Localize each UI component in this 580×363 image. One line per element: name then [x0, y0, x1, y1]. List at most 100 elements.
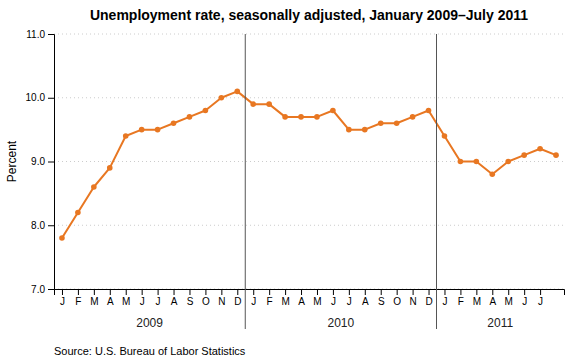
annotation: 2011	[487, 316, 513, 330]
point	[378, 120, 384, 126]
tick-label: M	[122, 296, 130, 307]
point	[123, 133, 129, 139]
tick-label: J	[60, 296, 65, 307]
annotation: 2009	[136, 316, 163, 330]
tick: 9.0	[31, 156, 54, 167]
tick-label: S	[378, 296, 385, 307]
tick-mark	[269, 289, 270, 295]
grid-line	[54, 97, 564, 98]
tick-label: N	[409, 296, 416, 307]
tick-mark	[301, 289, 302, 295]
tick-label: D	[425, 296, 432, 307]
tick-mark	[381, 289, 382, 295]
tick-mark	[205, 289, 206, 295]
grid-line	[54, 225, 564, 226]
point	[155, 127, 161, 133]
tick-label: J	[538, 296, 543, 307]
tick: 7.0	[31, 284, 54, 295]
tick: A	[489, 289, 496, 307]
tick: D	[234, 289, 241, 307]
divider	[245, 34, 246, 329]
tick-label: A	[171, 296, 178, 307]
tick: J	[522, 289, 527, 307]
tick-label: M	[505, 296, 513, 307]
tick: J	[347, 289, 352, 307]
tick: O	[202, 289, 210, 307]
tick: J	[140, 289, 145, 307]
tick-mark	[397, 289, 398, 295]
tick-mark	[476, 289, 477, 295]
tick-mark	[524, 289, 525, 295]
tick: M	[90, 289, 98, 307]
point	[521, 152, 527, 158]
point	[266, 101, 272, 107]
tick-label: J	[251, 296, 256, 307]
tick: 10.0	[26, 92, 54, 103]
tick-mark	[48, 34, 54, 35]
tick-label: J	[347, 296, 352, 307]
tick-label: J	[331, 296, 336, 307]
plot-area	[59, 89, 559, 241]
tick: O	[393, 289, 401, 307]
tick-mark	[508, 289, 509, 295]
annotation: 2010	[328, 316, 355, 330]
x-axis: JFMAMJJASONDJFMAMJJASONDJFMAMJJ	[55, 289, 565, 307]
tick: A	[362, 289, 369, 307]
tick: 8.0	[31, 220, 54, 231]
axis-line	[48, 35, 55, 290]
tick-mark	[221, 289, 222, 295]
point	[474, 159, 480, 165]
tick-mark	[333, 289, 334, 295]
point	[282, 114, 288, 120]
point	[505, 159, 511, 165]
tick-label: J	[156, 296, 161, 307]
tick-mark	[253, 289, 254, 295]
tick-mark	[460, 289, 461, 295]
tick-label: A	[298, 296, 305, 307]
point	[314, 114, 320, 120]
tick-mark	[48, 289, 54, 290]
tick-mark	[48, 162, 54, 163]
tick-label: M	[473, 296, 481, 307]
point	[219, 95, 225, 101]
tick-mark	[429, 289, 430, 295]
tick-label: O	[202, 296, 210, 307]
title: Unemployment rate, seasonally adjusted, …	[90, 7, 528, 23]
tick-label: 8.0	[31, 220, 45, 231]
tick: J	[331, 289, 336, 307]
grid	[54, 34, 564, 289]
tick-label: A	[489, 296, 496, 307]
tick-mark	[62, 289, 63, 295]
point	[91, 184, 97, 190]
point	[75, 210, 81, 216]
point	[59, 235, 65, 241]
tick-mark	[237, 289, 238, 295]
tick: A	[171, 289, 178, 307]
tick-mark	[365, 289, 366, 295]
tick-mark	[285, 289, 286, 295]
tick-mark	[444, 289, 445, 295]
point	[537, 146, 543, 152]
point	[139, 127, 145, 133]
tick-label: A	[107, 296, 114, 307]
tick-mark	[413, 289, 414, 295]
tick: S	[187, 289, 194, 307]
tick: F	[458, 289, 464, 307]
point	[410, 114, 416, 120]
tick-mark	[174, 289, 175, 295]
point	[458, 159, 464, 165]
point	[203, 108, 209, 114]
point	[187, 114, 193, 120]
tick-label: M	[313, 296, 321, 307]
tick-mark	[349, 289, 350, 295]
point	[346, 127, 352, 133]
tick: 11.0	[26, 29, 54, 40]
tick: F	[75, 289, 81, 307]
tick-label: J	[442, 296, 447, 307]
tick-label: M	[281, 296, 289, 307]
chart: 7.08.09.010.011.0JFMAMJJASONDJFMAMJJASON…	[0, 0, 580, 363]
tick-label: J	[140, 296, 145, 307]
line	[62, 91, 556, 238]
tick-mark	[48, 98, 54, 99]
point	[489, 171, 495, 177]
